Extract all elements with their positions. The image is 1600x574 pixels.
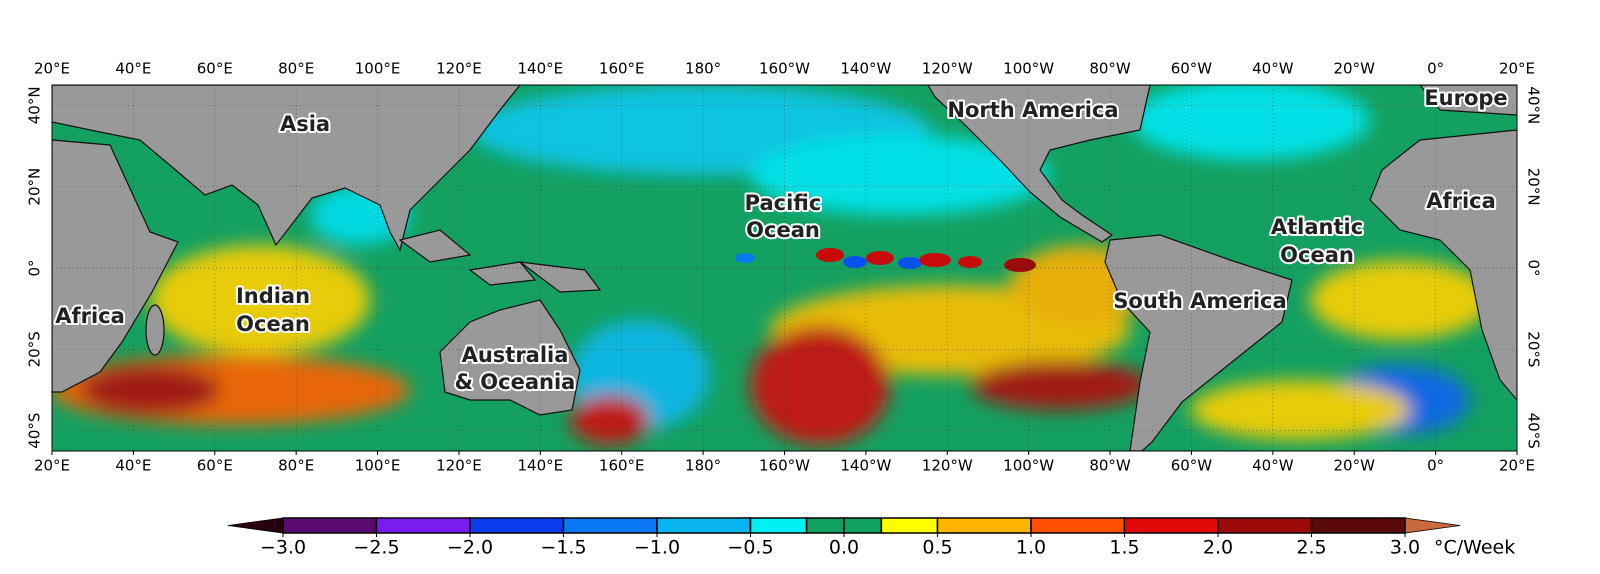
- region-label: North America: [947, 98, 1118, 122]
- colorbar-segment: [1217, 517, 1313, 534]
- lon-tick-label: 180°: [685, 60, 721, 78]
- colorbar-extension: [227, 517, 284, 534]
- colorbar-tick-label: −2.0: [447, 537, 493, 559]
- lon-tick-label: 100°W: [1003, 60, 1054, 78]
- lon-tick-label: 20°W: [1334, 457, 1376, 475]
- region-label: Ocean: [236, 312, 310, 336]
- lon-tick-label: 100°E: [355, 60, 401, 78]
- colorbar-tick-label: 2.0: [1203, 537, 1233, 559]
- region-label: Asia: [280, 112, 330, 136]
- lat-tick-label: 0°: [26, 259, 44, 276]
- lon-tick-label: 60°E: [197, 60, 233, 78]
- lon-tick-label: 120°E: [436, 60, 482, 78]
- lon-tick-label: 40°E: [115, 457, 151, 475]
- region-label: Ocean: [1280, 243, 1354, 267]
- lon-tick-label: 60°E: [197, 457, 233, 475]
- lon-tick-label: 20°E: [34, 457, 70, 475]
- colorbar-unit: °C/Week: [1434, 537, 1515, 559]
- graticule: 20°E 20°E 40°E 40°E 60°E 60°E 80°E 80°E 100°E 100…: [26, 60, 1543, 475]
- lat-tick-label: 40°S: [26, 413, 44, 449]
- region-label: Pacific: [745, 191, 822, 215]
- colorbar-segment: [656, 517, 752, 534]
- lon-tick-label: 120°W: [922, 457, 973, 475]
- colorbar-segment: [1123, 517, 1219, 534]
- lon-tick-label: 160°E: [599, 60, 645, 78]
- lon-tick-label: 180°: [685, 457, 721, 475]
- colorbar-segment: [562, 517, 658, 534]
- lon-tick-label: 140°E: [518, 60, 564, 78]
- colorbar-segment: [1310, 517, 1406, 534]
- colorbar-segment: [749, 517, 808, 534]
- lon-tick-label: 140°W: [840, 60, 891, 78]
- colorbar: −3.0 −2.5 −2.0 −1.5 −1.0 −0.5 0.0 0.5 1.0 1.5 2.0 2…: [227, 517, 1515, 559]
- lon-tick-label: 20°E: [1499, 60, 1535, 78]
- region-label: Australia: [462, 343, 569, 367]
- land: [52, 85, 1517, 451]
- colorbar-segment: [375, 517, 471, 534]
- lon-tick-label: 40°W: [1252, 457, 1294, 475]
- colorbar-tick-label: −2.5: [353, 537, 399, 559]
- lon-tick-label: 0°: [1427, 457, 1444, 475]
- region-label: Europe: [1424, 86, 1507, 110]
- colorbar-tick-label: 2.5: [1296, 537, 1326, 559]
- lon-tick-label: 80°W: [1089, 457, 1131, 475]
- lon-tick-label: 80°W: [1089, 60, 1131, 78]
- lon-tick-label: 140°E: [518, 457, 564, 475]
- equatorial-waves: [735, 248, 1036, 272]
- region-labels: Asia North America Europe Pacific Ocean …: [53, 84, 1509, 396]
- colorbar-segment: [880, 517, 939, 534]
- region-label: Africa: [1426, 189, 1496, 213]
- lat-tick-label: 20°S: [26, 331, 44, 367]
- lon-tick-label: 100°W: [1003, 457, 1054, 475]
- region-label: South America: [1113, 289, 1286, 313]
- region-label: Atlantic: [1271, 215, 1363, 239]
- lon-tick-label: 0°: [1427, 60, 1444, 78]
- colorbar-tick-label: −1.5: [540, 537, 586, 559]
- colorbar-tick-label: 0.0: [829, 537, 859, 559]
- lon-tick-label: 60°W: [1171, 60, 1213, 78]
- colorbar-tick-label: 1.0: [1016, 537, 1046, 559]
- lat-tick-label: 0°: [1525, 259, 1543, 276]
- colorbar-segment: [469, 517, 565, 534]
- lon-tick-label: 80°E: [278, 457, 314, 475]
- colorbar-segment: [843, 517, 883, 534]
- lat-tick-label: 40°N: [1525, 86, 1543, 124]
- lon-tick-label: 40°E: [115, 60, 151, 78]
- region-label: Ocean: [746, 218, 820, 242]
- colorbar-tick-label: 1.5: [1109, 537, 1139, 559]
- region-label: Indian: [236, 284, 310, 308]
- lon-tick-label: 100°E: [355, 457, 401, 475]
- lon-tick-label: 120°W: [922, 60, 973, 78]
- colorbar-extension: [1404, 517, 1461, 534]
- lon-tick-label: 140°W: [840, 457, 891, 475]
- colorbar-segment: [282, 517, 378, 534]
- lon-tick-label: 60°W: [1171, 457, 1213, 475]
- lat-tick-label: 20°N: [1525, 168, 1543, 206]
- colorbar-tick-label: −0.5: [727, 537, 773, 559]
- region-label: & Oceania: [455, 370, 576, 394]
- lon-tick-label: 160°W: [759, 60, 810, 78]
- colorbar-tick-label: −3.0: [260, 537, 306, 559]
- lon-tick-label: 160°E: [599, 457, 645, 475]
- colorbar-segment: [936, 517, 1032, 534]
- lon-tick-label: 20°E: [34, 60, 70, 78]
- region-label: Africa: [55, 304, 125, 328]
- colorbar-tick-label: −1.0: [634, 537, 680, 559]
- lon-tick-label: 20°W: [1334, 60, 1376, 78]
- lat-tick-label: 20°S: [1525, 331, 1543, 367]
- lon-tick-label: 20°E: [1499, 457, 1535, 475]
- lat-tick-label: 20°N: [26, 168, 44, 206]
- lon-tick-label: 120°E: [436, 457, 482, 475]
- colorbar-tick-label: 3.0: [1390, 537, 1420, 559]
- colorbar-segment: [805, 517, 845, 534]
- lon-tick-label: 40°W: [1252, 60, 1294, 78]
- lat-tick-label: 40°S: [1525, 413, 1543, 449]
- lon-tick-label: 80°E: [278, 60, 314, 78]
- colorbar-segment: [1030, 517, 1126, 534]
- colorbar-tick-label: 0.5: [922, 537, 952, 559]
- lat-tick-label: 40°N: [26, 86, 44, 124]
- lon-tick-label: 160°W: [759, 457, 810, 475]
